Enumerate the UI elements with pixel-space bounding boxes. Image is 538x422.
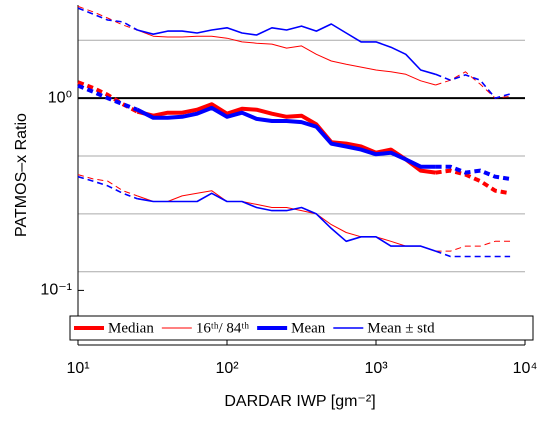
y-tick-label: 10⁻¹ [40, 282, 72, 299]
series-line [77, 7, 138, 31]
series-line [137, 190, 436, 252]
legend-label: Median [108, 320, 154, 336]
series-line [137, 29, 436, 86]
series-line [136, 102, 436, 175]
series-line [435, 168, 511, 196]
y-axis-label: PATMOS–x Ratio [13, 113, 30, 237]
x-axis-label: DARDAR IWP [gm⁻²] [224, 393, 375, 410]
series-line [77, 175, 138, 200]
series-line [137, 23, 436, 76]
legend: Median 16ᵗʰ/ 84ᵗʰ Mean Mean ± std [69, 315, 534, 341]
x-tick-label: 10⁴ [513, 360, 538, 377]
series-line [435, 71, 511, 99]
series-line [137, 192, 436, 252]
legend-label: Mean [291, 320, 326, 336]
series-line [435, 250, 511, 258]
legend-label: 16ᵗʰ/ 84ᵗʰ [196, 320, 249, 336]
x-tick-label: 10¹ [66, 360, 89, 377]
series-line [136, 105, 436, 169]
x-tick-label: 10² [215, 360, 239, 377]
series-line [77, 174, 138, 197]
series-line [435, 73, 511, 99]
y-tick-label: 10⁰ [48, 89, 72, 106]
series-line [77, 83, 139, 112]
series-line [77, 5, 138, 31]
series-line [435, 164, 511, 181]
x-tick-label: 10³ [364, 360, 388, 377]
series-line [435, 240, 511, 252]
legend-label: Mean ± std [367, 320, 435, 336]
legend-box [69, 315, 534, 341]
